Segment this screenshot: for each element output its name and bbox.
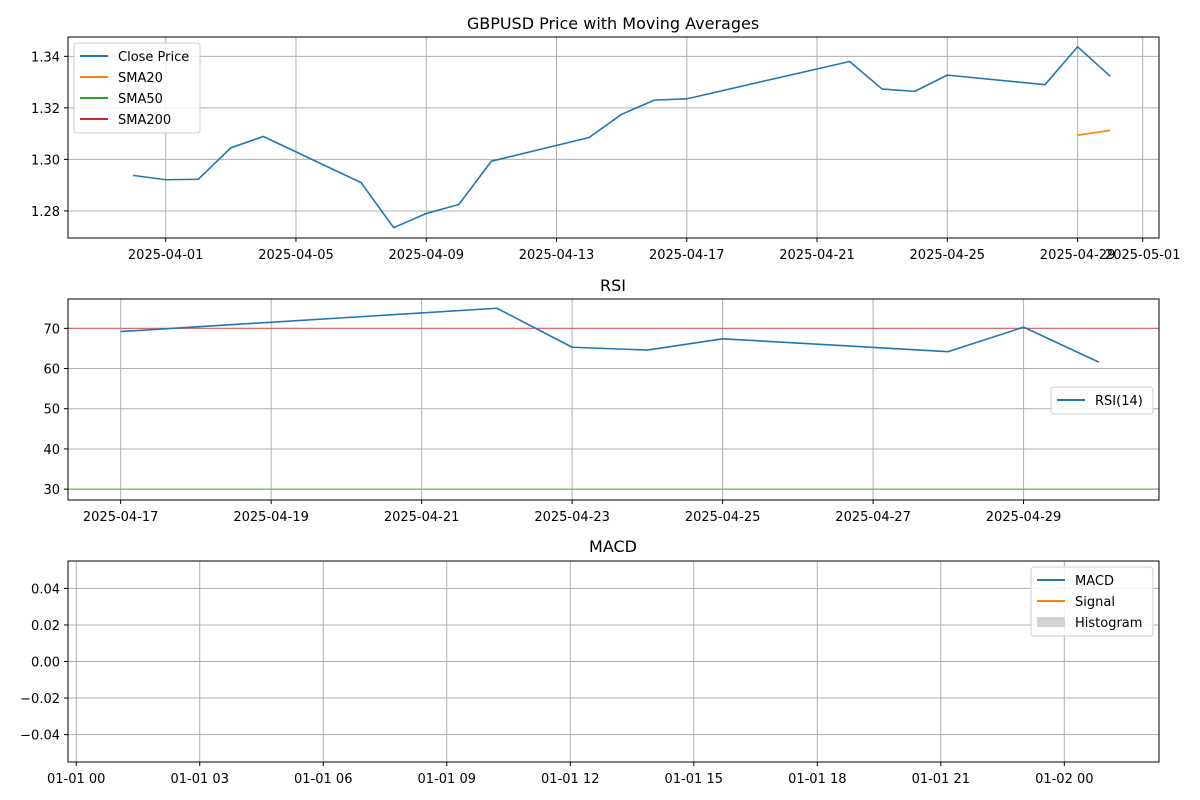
x-tick-label: 2025-04-27 xyxy=(835,510,911,525)
x-tick-label: 01-02 00 xyxy=(1035,772,1093,787)
y-tick-label: 0.00 xyxy=(31,656,60,671)
legend-label-macd: MACD xyxy=(1075,574,1114,589)
series-line-close-price xyxy=(133,45,1111,229)
series-line-sma20 xyxy=(1077,129,1111,136)
rsi-plot-frame xyxy=(67,298,1160,501)
y-tick-label: 40 xyxy=(43,443,60,458)
y-tick-label: 1.28 xyxy=(31,205,60,220)
series-line-rsi-14- xyxy=(120,307,1100,363)
x-tick-label: 2025-04-05 xyxy=(258,248,334,263)
x-tick-label: 2025-05-01 xyxy=(1105,248,1181,263)
x-tick-label: 2025-04-29 xyxy=(1040,248,1116,263)
x-tick-label: 2025-04-25 xyxy=(910,248,986,263)
x-tick-label: 2025-04-21 xyxy=(779,248,855,263)
y-tick-label: 0.02 xyxy=(31,619,60,634)
x-tick-label: 01-01 00 xyxy=(47,772,105,787)
price-chart-title: GBPUSD Price with Moving Averages xyxy=(467,14,759,33)
x-tick-label: 01-01 03 xyxy=(171,772,229,787)
y-tick-label: 0.04 xyxy=(31,582,60,597)
y-tick-label: 30 xyxy=(43,483,60,498)
legend-box xyxy=(1050,386,1154,415)
x-tick-label: 01-01 18 xyxy=(788,772,846,787)
legend-label-signal: Signal xyxy=(1075,595,1115,610)
rsi-chart-title: RSI xyxy=(600,276,626,295)
x-tick-label: 2025-04-21 xyxy=(384,510,460,525)
macd-chart-title: MACD xyxy=(589,537,637,556)
legend-label-histogram: Histogram xyxy=(1075,616,1142,631)
x-tick-label: 01-01 09 xyxy=(418,772,476,787)
rsi-panel: RSI 2025-04-17 2025-04-19 2025-04-21 2025-0… xyxy=(43,276,1160,525)
y-tick-label: −0.02 xyxy=(20,692,60,707)
y-tick-label: 50 xyxy=(43,403,60,418)
legend-label-sma50: SMA50 xyxy=(118,92,163,107)
y-tick-label: 1.30 xyxy=(31,153,60,168)
macd-panel: MACD 01-01 00 01-01 03 01-01 06 01-01 09 01-… xyxy=(20,537,1160,787)
x-tick-label: 2025-04-19 xyxy=(233,510,309,525)
x-tick-label: 2025-04-13 xyxy=(519,248,595,263)
legend-label-close-price: Close Price xyxy=(118,50,189,65)
x-tick-label: 2025-04-17 xyxy=(83,510,159,525)
price-plot-frame xyxy=(67,36,1160,239)
x-tick-label: 01-01 06 xyxy=(294,772,352,787)
legend-swatch-histogram xyxy=(1037,617,1065,627)
x-tick-label: 2025-04-17 xyxy=(649,248,725,263)
y-tick-label: −0.04 xyxy=(20,729,60,744)
x-tick-label: 01-01 15 xyxy=(665,772,723,787)
y-tick-label: 60 xyxy=(43,363,60,378)
x-tick-label: 2025-04-25 xyxy=(685,510,761,525)
legend-box xyxy=(73,42,201,134)
legend-label-sma20: SMA20 xyxy=(118,71,163,86)
x-tick-label: 2025-04-01 xyxy=(128,248,204,263)
y-tick-label: 1.34 xyxy=(31,50,60,65)
y-tick-label: 1.32 xyxy=(31,102,60,117)
legend-label-rsi-14-: RSI(14) xyxy=(1095,394,1143,409)
x-tick-label: 01-01 21 xyxy=(912,772,970,787)
x-tick-label: 2025-04-29 xyxy=(986,510,1062,525)
legend-label-sma200: SMA200 xyxy=(118,113,171,128)
y-tick-label: 70 xyxy=(43,322,60,337)
price-panel: GBPUSD Price with Moving Averages 2025-0… xyxy=(31,14,1180,263)
x-tick-label: 2025-04-09 xyxy=(388,248,464,263)
x-tick-label: 01-01 12 xyxy=(541,772,599,787)
x-tick-label: 2025-04-23 xyxy=(534,510,610,525)
